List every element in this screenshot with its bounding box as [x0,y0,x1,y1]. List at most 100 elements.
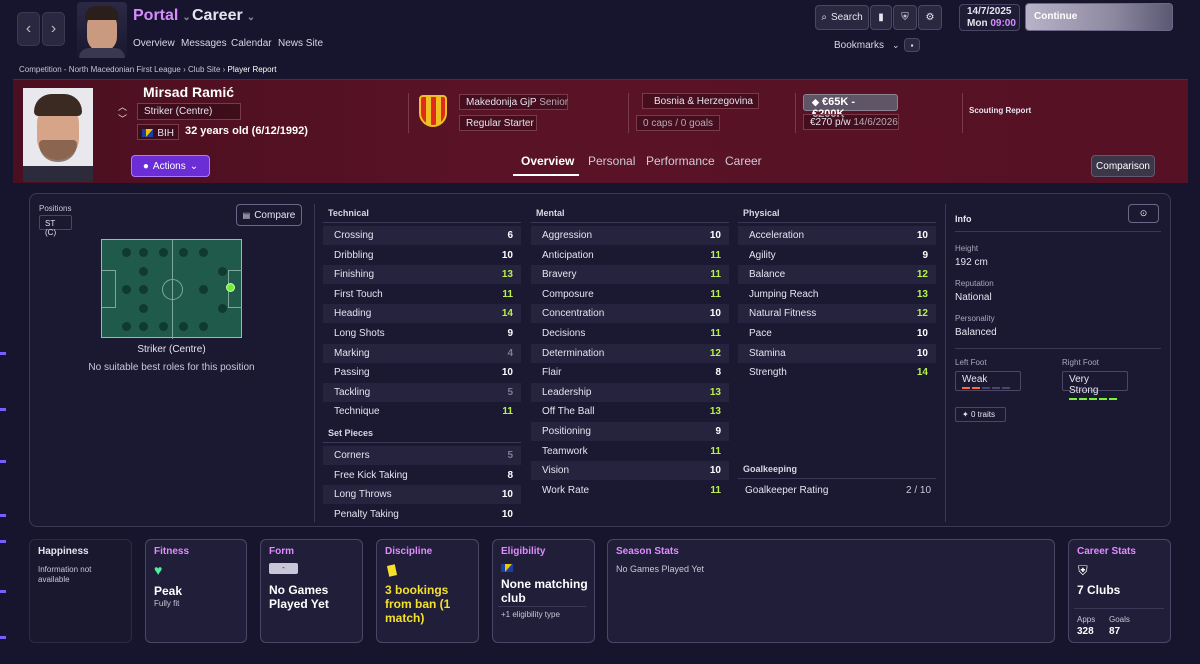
bookmarks-menu[interactable]: Bookmarks ⌄ [834,40,900,51]
foot-level-bar [1069,398,1077,400]
player-nation-code[interactable]: BIH [137,124,179,140]
attribute-row[interactable]: Tackling 5 [323,382,521,402]
nav-overview[interactable]: Overview [133,38,175,49]
attribute-row[interactable]: Acceleration 10 [738,226,936,245]
player-position: Striker (Centre) [137,103,241,120]
attribute-value: 10 [916,328,928,339]
attribute-row[interactable]: Anticipation 11 [531,246,729,265]
attribute-row[interactable]: Positioning 9 [531,422,729,441]
attribute-row[interactable]: Off The Ball 13 [531,402,729,421]
international-caps: 0 caps / 0 goals [636,115,720,131]
attribute-row[interactable]: Long Shots 9 [323,324,521,343]
club-info[interactable]: Makedonija GjP Senior [459,94,568,110]
tab-performance[interactable]: Performance [646,154,715,168]
attribute-row[interactable]: Finishing 13 [323,265,521,285]
attribute-row[interactable]: Aggression 10 [531,226,729,245]
attribute-row[interactable]: Crossing 6 [323,226,521,245]
attribute-row[interactable]: Balance 12 [738,265,936,285]
attribute-row[interactable]: Long Throws 10 [323,485,521,505]
attribute-value: 5 [507,386,513,398]
attribute-row[interactable]: Pace 10 [738,324,936,343]
discipline-card[interactable]: Discipline 3 bookings from ban (1 match) [376,539,479,643]
chat-button[interactable]: ▪ [904,38,920,52]
chevron-down-icon: ⌄ [182,12,191,23]
nav-messages[interactable]: Messages [181,38,227,49]
career-menu[interactable]: Career ⌄ [192,7,256,24]
foot-level-bar [1079,398,1087,400]
left-foot-label: Left Foot [955,358,987,367]
attribute-row[interactable]: Leadership 13 [531,382,729,402]
settings-button[interactable]: ⚙ [918,5,942,30]
attribute-row[interactable]: Penalty Taking 10 [323,505,521,524]
career-stats-card[interactable]: Career Stats ⛨ 7 Clubs Apps Goals 328 87 [1068,539,1171,643]
attribute-row[interactable]: Stamina 10 [738,343,936,363]
person-view-button[interactable]: ⊙ [1128,204,1159,223]
attribute-value: 11 [710,484,721,496]
attribute-row[interactable]: Flair 8 [531,363,729,382]
attribute-row[interactable]: Concentration 10 [531,304,729,324]
attribute-row[interactable]: Determination 12 [531,343,729,363]
comparison-button[interactable]: Comparison [1091,155,1155,177]
attribute-row[interactable]: Technique 11 [323,402,521,421]
attribute-row[interactable]: Agility 9 [738,246,936,265]
attribute-row[interactable]: Jumping Reach 13 [738,285,936,304]
search-button[interactable]: ⌕ Search [815,5,869,30]
forward-button[interactable]: › [42,12,65,46]
attribute-row[interactable]: Corners 5 [323,446,521,465]
continue-button[interactable]: Continue [1025,3,1173,31]
divider [408,93,409,133]
nav-news-site[interactable]: News Site [278,38,324,49]
actions-button[interactable]: ● Actions ⌄ [131,155,210,177]
tab-overview[interactable]: Overview [521,154,575,168]
happiness-card[interactable]: Happiness Information not available [29,539,132,643]
nation-info[interactable]: Bosnia & Herzegovina [642,93,759,109]
attribute-row[interactable]: First Touch 11 [323,285,521,304]
attribute-value: 6 [507,230,513,241]
date-display[interactable]: 14/7/2025 Mon 09:00 [959,4,1020,31]
breadcrumb-competition[interactable]: Competition - North Macedonian First Lea… [19,65,181,74]
bookmark-button[interactable]: ▮ [870,5,892,30]
right-foot-rating: Very Strong [1062,371,1128,400]
chevron-up-icon[interactable]: ︿ [118,102,128,112]
form-card[interactable]: Form - No Games Played Yet [260,539,363,643]
scouting-report[interactable]: Scouting Report [969,106,1032,115]
tab-career[interactable]: Career [725,154,762,168]
attribute-name: Long Throws [334,489,392,501]
attribute-row[interactable]: Strength 14 [738,363,936,382]
attribute-name: Leadership [542,386,592,398]
manager-avatar[interactable] [77,2,127,58]
attribute-row[interactable]: Bravery 11 [531,265,729,285]
attribute-row[interactable]: Vision 10 [531,461,729,481]
portal-menu[interactable]: Portal ⌄ [133,7,191,24]
attribute-row[interactable]: Passing 10 [323,363,521,382]
eligibility-card[interactable]: Eligibility None matching club +1 eligib… [492,539,595,643]
attribute-value: 5 [507,450,513,461]
nav-calendar[interactable]: Calendar [231,38,272,49]
attribute-row[interactable]: Composure 11 [531,285,729,304]
attribute-name: Tackling [334,386,371,398]
season-stats-card[interactable]: Season Stats No Games Played Yet [607,539,1055,643]
attribute-row[interactable]: Natural Fitness 12 [738,304,936,324]
attribute-value: 10 [709,465,721,477]
club-crest[interactable] [419,95,447,127]
attribute-row[interactable]: Dribbling 10 [323,246,521,265]
attribute-row[interactable]: Work Rate 11 [531,481,729,500]
fitness-card[interactable]: Fitness ♥ Peak Fully fit [145,539,247,643]
attribute-row[interactable]: Teamwork 11 [531,442,729,461]
attribute-value: 9 [507,328,513,339]
attribute-row[interactable]: Free Kick Taking 8 [323,466,521,485]
breadcrumb-club-site[interactable]: Club Site [187,65,221,74]
attribute-row[interactable]: Heading 14 [323,304,521,324]
attribute-value: 10 [501,489,513,501]
attribute-name: Positioning [542,426,591,437]
divider [945,204,946,522]
attribute-row[interactable]: Decisions 11 [531,324,729,343]
back-button[interactable]: ‹ [17,12,40,46]
tab-personal[interactable]: Personal [588,154,636,168]
club-button[interactable]: ⛨ [893,5,917,30]
traits-button[interactable]: ✦ 0 traits [955,407,1006,422]
attribute-value: 10 [501,508,513,520]
chevron-down-icon[interactable]: ﹀ [118,114,128,124]
attribute-row[interactable]: Marking 4 [323,343,521,363]
compare-button[interactable]: ▤ Compare [236,204,302,226]
